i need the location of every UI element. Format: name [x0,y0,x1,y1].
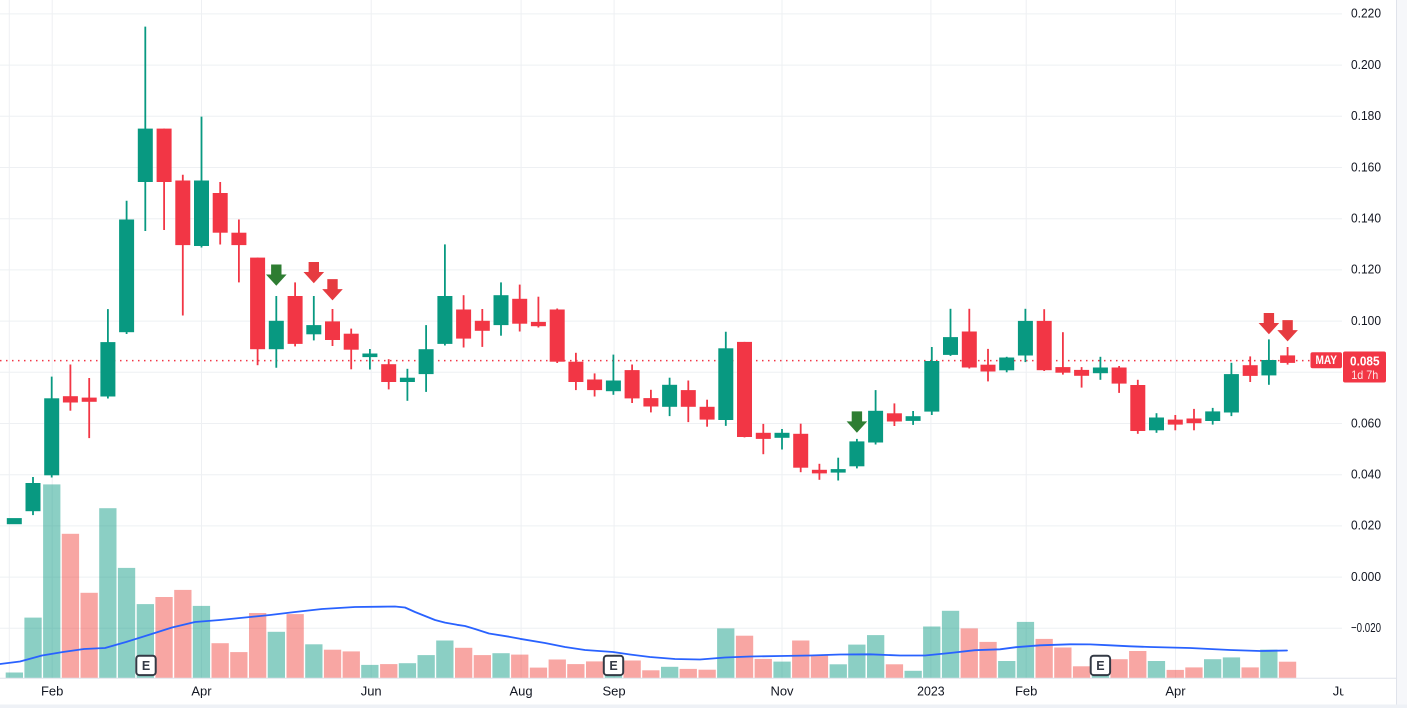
svg-text:0.060: 0.060 [1351,415,1381,430]
svg-text:E: E [609,659,617,673]
svg-text:Jun: Jun [361,684,382,699]
svg-text:Sep: Sep [603,684,626,699]
svg-text:MAY: MAY [1315,353,1337,367]
svg-text:2023: 2023 [917,684,945,699]
svg-text:0.020: 0.020 [1351,518,1381,533]
svg-text:0.040: 0.040 [1351,467,1381,482]
svg-text:0.100: 0.100 [1351,313,1381,328]
svg-text:0.140: 0.140 [1351,211,1381,226]
svg-text:0.120: 0.120 [1351,262,1381,277]
svg-text:0.200: 0.200 [1351,57,1381,72]
svg-text:Nov: Nov [770,684,794,699]
svg-text:E: E [142,659,150,673]
svg-text:Apr: Apr [191,684,212,699]
svg-text:Aug: Aug [510,684,533,699]
svg-text:Feb: Feb [1015,684,1037,699]
svg-text:E: E [1096,659,1104,673]
svg-text:Apr: Apr [1165,684,1186,699]
svg-text:1d 7h: 1d 7h [1351,368,1378,382]
svg-text:Jul: Jul [1333,684,1350,699]
svg-text:0.160: 0.160 [1351,159,1381,174]
svg-text:Feb: Feb [41,684,63,699]
svg-text:0.085: 0.085 [1350,353,1380,368]
svg-text:0.220: 0.220 [1351,6,1381,21]
svg-text:0.000: 0.000 [1351,569,1381,584]
svg-text:0.180: 0.180 [1351,108,1381,123]
svg-text:−0.020: −0.020 [1351,620,1381,635]
